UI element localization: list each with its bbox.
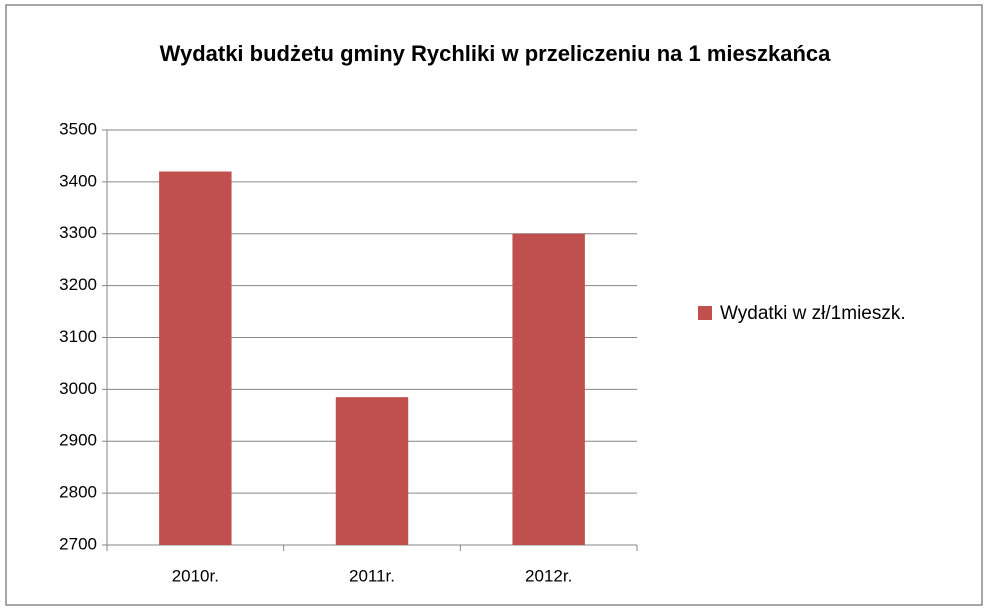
chart-title: Wydatki budżetu gminy Rychliki w przelic…	[159, 41, 831, 66]
legend-label: Wydatki w zł/1mieszk.	[720, 303, 906, 324]
x-tick-label: 2011r.	[349, 566, 395, 585]
y-tick-label: 3300	[59, 223, 97, 242]
y-tick-label: 3400	[59, 171, 97, 190]
x-tick-label: 2010r.	[172, 566, 219, 585]
x-tick-label: 2012r.	[525, 566, 572, 585]
y-tick-label: 2700	[59, 534, 97, 553]
y-tick-label: 3000	[59, 379, 97, 398]
y-tick-label: 2900	[59, 431, 97, 450]
legend-swatch	[698, 306, 712, 320]
bar	[335, 397, 409, 545]
y-tick-label: 3500	[59, 119, 97, 138]
y-tick-label: 2800	[59, 483, 97, 502]
y-tick-label: 3100	[59, 327, 97, 346]
y-tick-label: 3200	[59, 275, 97, 294]
bar	[159, 171, 232, 545]
bar	[512, 233, 585, 545]
